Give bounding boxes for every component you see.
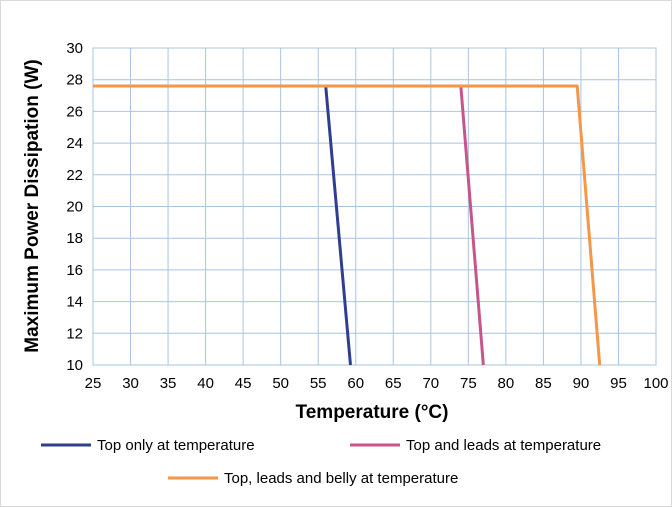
x-tick-label: 55 xyxy=(310,375,327,392)
y-tick-label: 10 xyxy=(66,357,83,374)
y-tick-label: 30 xyxy=(66,40,83,57)
y-tick-label: 14 xyxy=(66,294,83,311)
y-tick-labels: 10 12 14 16 18 20 22 24 26 28 30 xyxy=(66,40,83,374)
y-tick-label: 12 xyxy=(66,325,83,342)
x-tick-label: 30 xyxy=(122,375,139,392)
y-tick-label: 16 xyxy=(66,262,83,279)
x-tick-label: 75 xyxy=(460,375,477,392)
x-tick-label: 35 xyxy=(160,375,177,392)
x-axis-title: Temperature (°C) xyxy=(296,402,449,423)
series-line-1 xyxy=(93,84,352,366)
series-lines xyxy=(93,84,602,366)
plot-area-border xyxy=(92,47,657,366)
y-tick-label: 26 xyxy=(66,103,83,120)
x-tick-label: 90 xyxy=(573,375,590,392)
x-tick-label: 25 xyxy=(85,375,102,392)
y-tick-label: 28 xyxy=(66,72,83,89)
y-tick-label: 22 xyxy=(66,167,83,184)
x-tick-label: 70 xyxy=(422,375,439,392)
x-tick-label: 45 xyxy=(235,375,252,392)
x-tick-label: 40 xyxy=(197,375,214,392)
x-tick-label: 50 xyxy=(272,375,289,392)
y-axis-title: Maximum Power Dissipation (W) xyxy=(22,59,43,352)
legend-label-3: Top, leads and belly at temperature xyxy=(224,470,458,487)
grid xyxy=(92,47,657,366)
x-tick-label: 60 xyxy=(347,375,364,392)
x-tick-label: 85 xyxy=(535,375,552,392)
y-tick-label: 18 xyxy=(66,230,83,247)
x-tick-label: 95 xyxy=(610,375,627,392)
x-tick-label: 80 xyxy=(498,375,515,392)
legend-label-2: Top and leads at temperature xyxy=(406,437,601,454)
x-tick-label: 65 xyxy=(385,375,402,392)
series-line-3 xyxy=(93,84,602,366)
x-tick-label: 100 xyxy=(643,375,668,392)
series-line-2 xyxy=(93,84,485,366)
legend-label-1: Top only at temperature xyxy=(97,437,255,454)
y-tick-label: 20 xyxy=(66,199,83,216)
y-tick-label: 24 xyxy=(66,135,83,152)
x-tick-labels: 25 30 35 40 45 50 55 60 65 70 75 80 85 90 95 100 xyxy=(85,375,669,392)
legend: Top only at temperature Top and leads at … xyxy=(41,437,601,487)
